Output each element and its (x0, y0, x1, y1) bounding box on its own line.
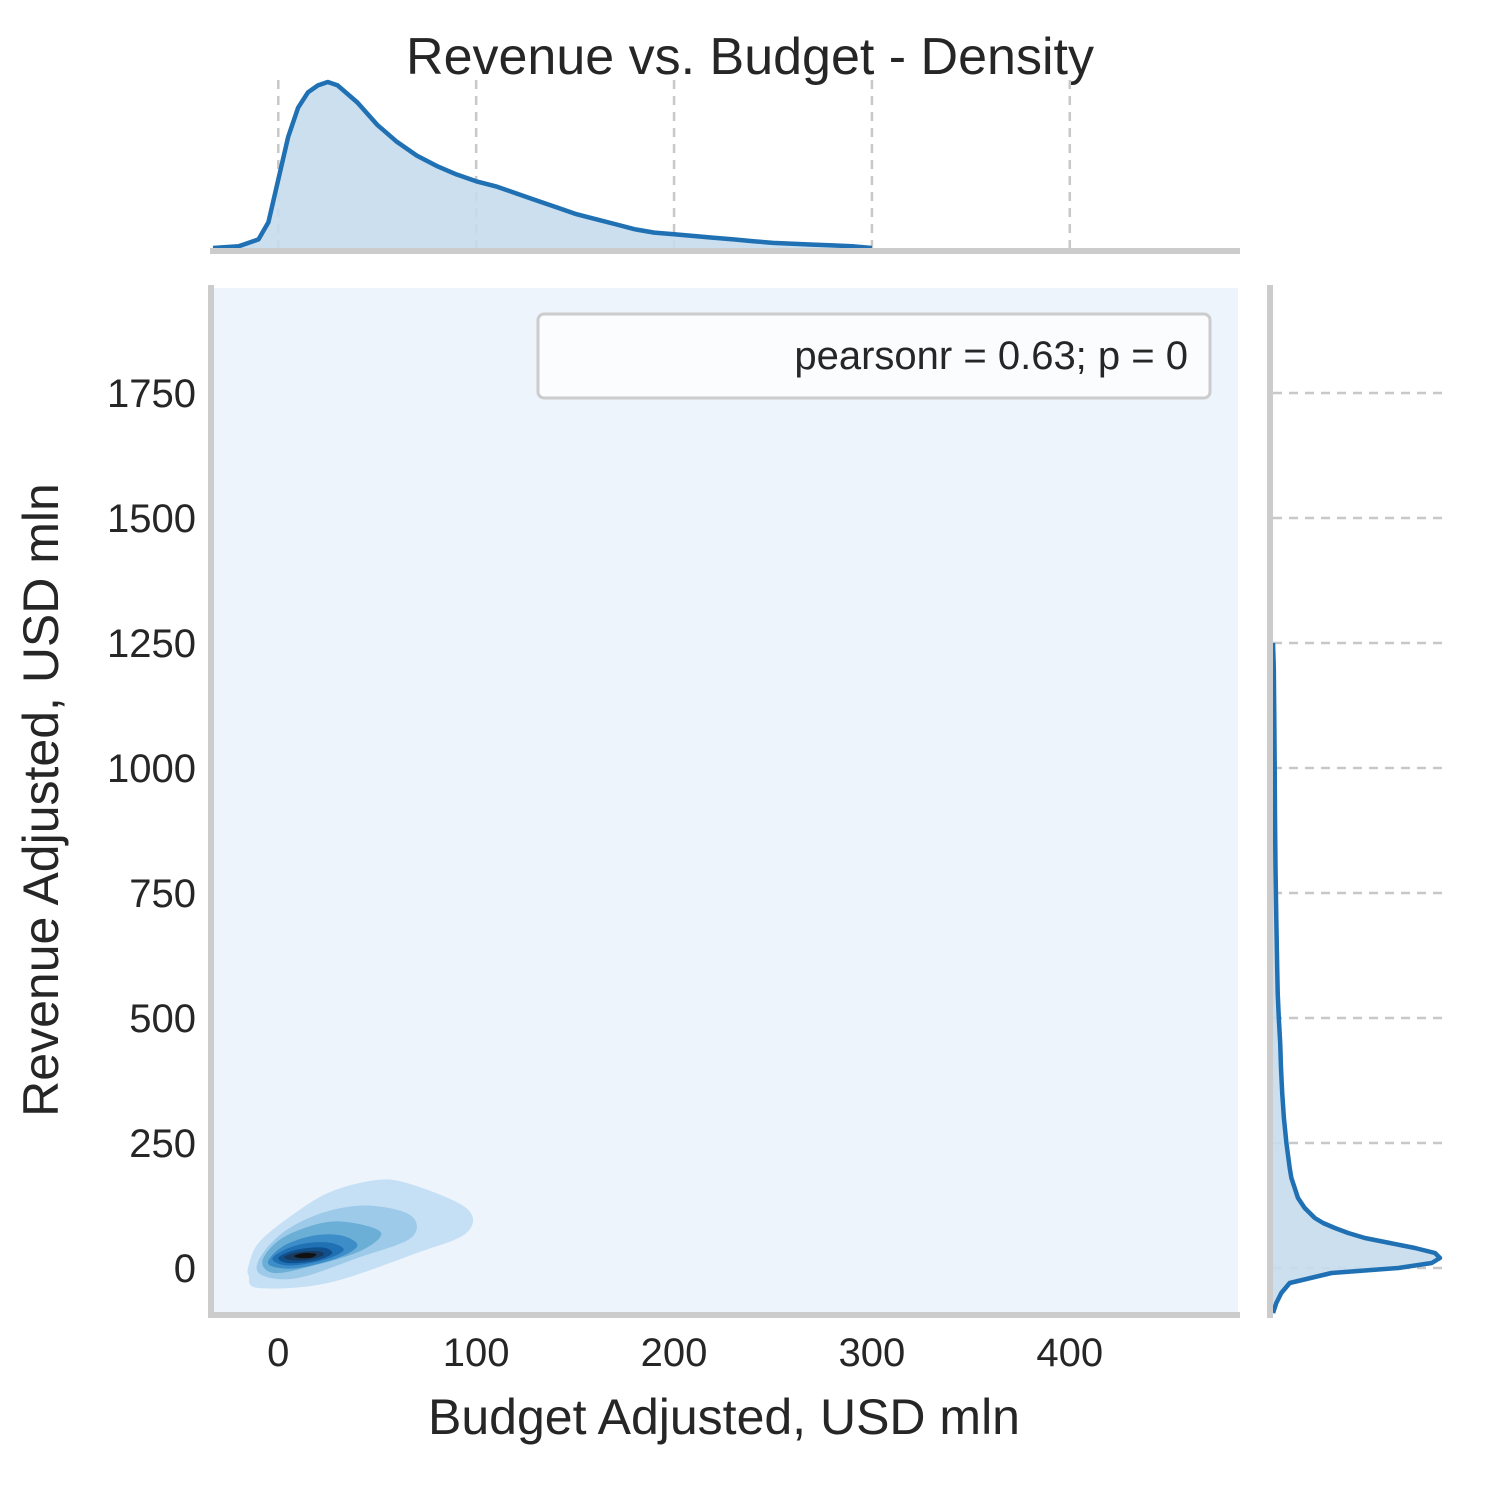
x-axis-ticks: 0 100 200 300 400 (267, 1331, 1103, 1375)
x-axis-title: Budget Adjusted, USD mln (428, 1389, 1020, 1445)
x-tick-label: 300 (839, 1331, 906, 1375)
y-tick-label: 750 (129, 872, 196, 916)
right-marginal-density-fill (1273, 643, 1440, 1313)
y-tick-label: 1250 (107, 622, 196, 666)
kde-contour-level-8 (294, 1252, 317, 1259)
right-marginal-grid (1273, 391, 1442, 1270)
x-tick-label: 400 (1036, 1331, 1103, 1375)
right-marginal-plot (1267, 285, 1443, 1318)
y-axis-title: Revenue Adjusted, USD mln (13, 483, 69, 1117)
top-marginal-plot (210, 79, 1240, 254)
y-axis-ticks: 0 250 500 750 1000 1250 1500 1750 (107, 372, 196, 1291)
kde-contours (247, 1179, 474, 1289)
x-tick-label: 0 (267, 1331, 289, 1375)
x-tick-label: 100 (443, 1331, 510, 1375)
y-tick-label: 250 (129, 1122, 196, 1166)
top-marginal-density-line (212, 79, 873, 251)
main-plot: 0 100 200 300 400 0 250 500 750 1000 1250 1500 1750 (107, 285, 1240, 1375)
legend: pearsonr = 0.63; p = 0 (536, 312, 1212, 400)
y-tick-label: 1000 (107, 747, 196, 791)
legend-pearson-text: pearsonr = 0.63; p = 0 (794, 334, 1188, 378)
legend-box (536, 312, 1212, 400)
x-tick-label: 200 (641, 1331, 708, 1375)
y-tick-label: 0 (174, 1247, 196, 1291)
main-plot-background (213, 288, 1238, 1313)
y-tick-label: 1750 (107, 372, 196, 416)
chart-title: Revenue vs. Budget - Density (406, 28, 1094, 86)
y-tick-label: 1500 (107, 497, 196, 541)
y-tick-label: 500 (129, 997, 196, 1041)
top-marginal-grid (277, 80, 1072, 248)
right-marginal-density-line (1270, 642, 1443, 1314)
top-marginal-density-fill (213, 82, 872, 248)
